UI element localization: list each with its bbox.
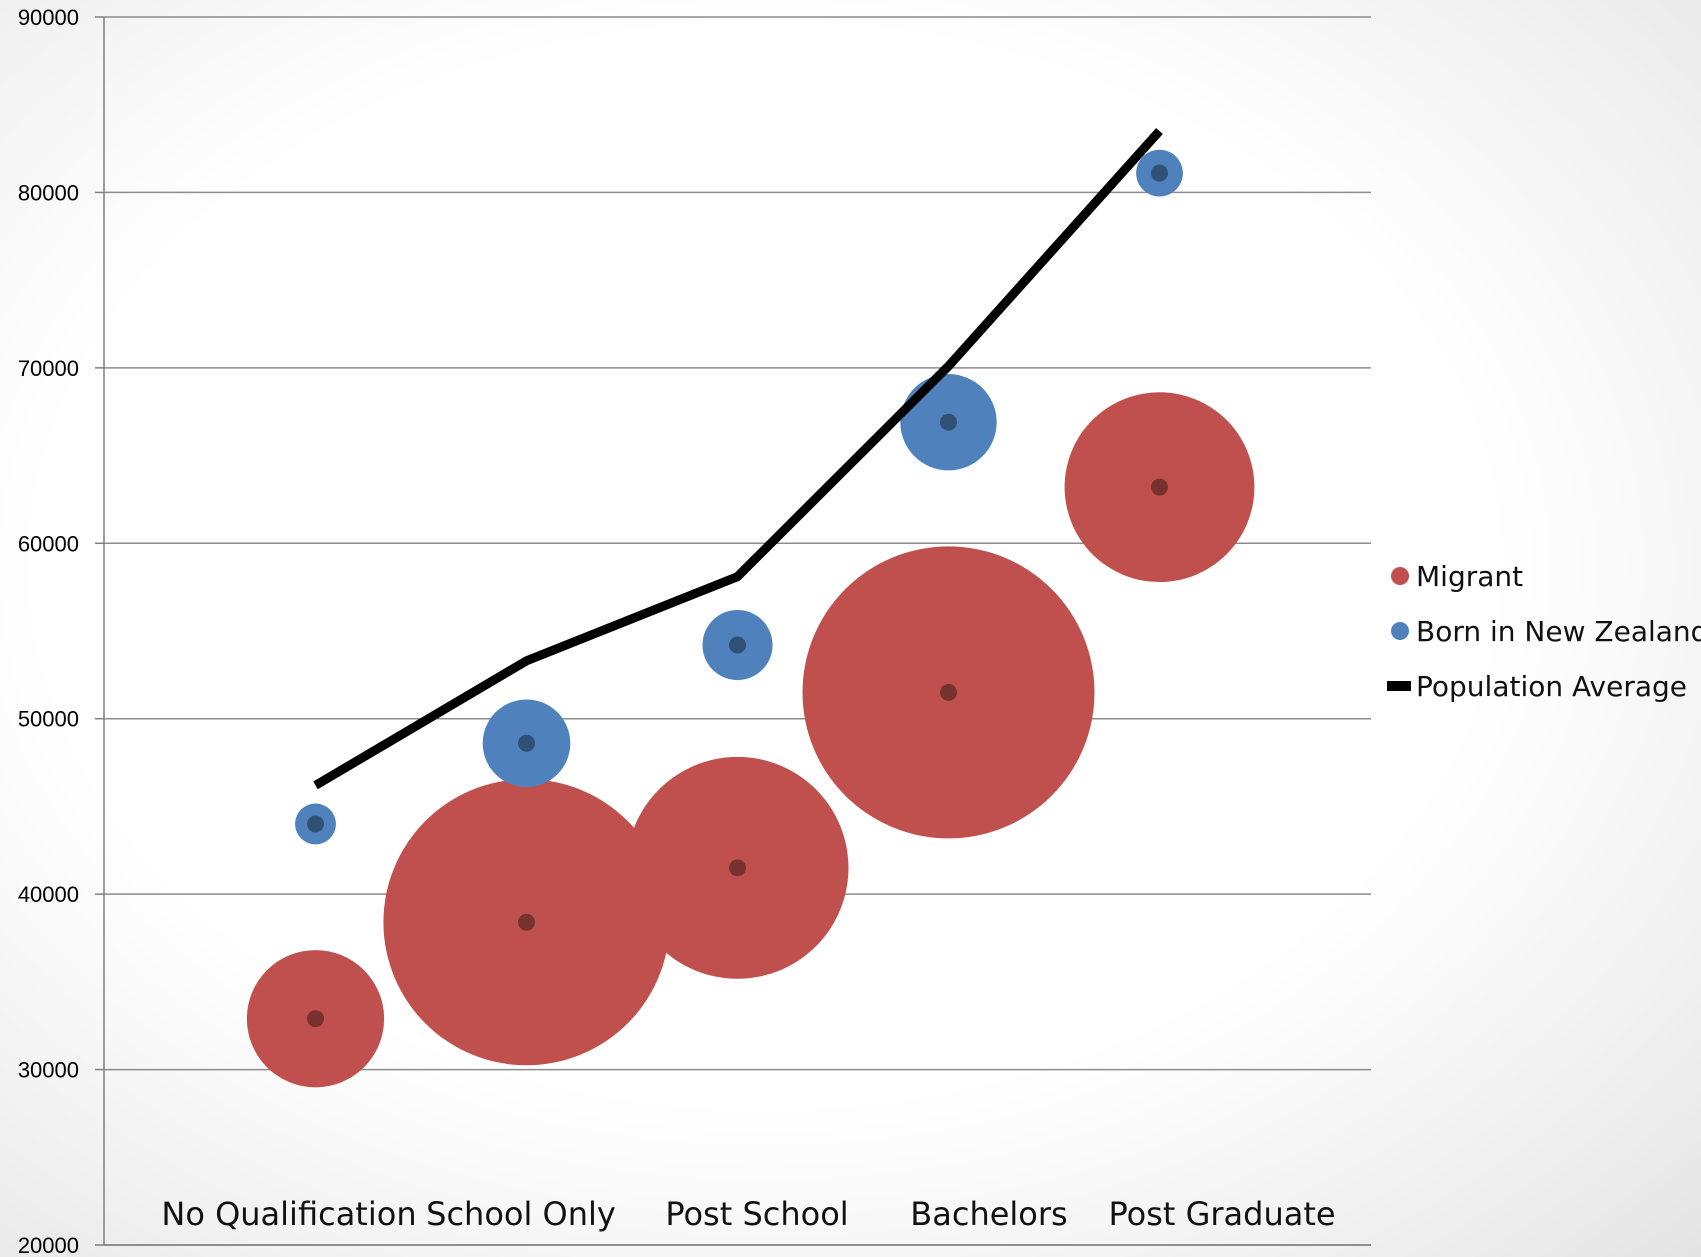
legend-label: Migrant bbox=[1416, 560, 1523, 593]
legend-marker bbox=[1387, 681, 1411, 691]
legend-label: Population Average bbox=[1416, 670, 1687, 703]
category-label: School Only bbox=[426, 1195, 616, 1233]
migrant-point bbox=[940, 683, 957, 701]
legend-marker bbox=[1391, 567, 1409, 585]
y-tick-label: 50000 bbox=[18, 707, 79, 732]
y-tick-label: 40000 bbox=[18, 882, 79, 907]
category-label: Post Graduate bbox=[1108, 1195, 1335, 1233]
y-tick-label: 70000 bbox=[18, 356, 79, 381]
y-tick-label: 90000 bbox=[18, 5, 79, 30]
y-tick-label: 60000 bbox=[18, 531, 79, 556]
legend: Migrant Born in New Zealand Population Ave… bbox=[1387, 560, 1701, 703]
legend-label: Born in New Zealand bbox=[1416, 615, 1701, 648]
category-label: No Qualification bbox=[161, 1195, 416, 1233]
category-label: Bachelors bbox=[910, 1195, 1067, 1233]
migrant-point bbox=[729, 859, 746, 877]
x-category-labels: No Qualification School Only Post School Ba… bbox=[161, 1195, 1335, 1233]
y-tick-label: 80000 bbox=[18, 180, 79, 205]
population-average-polyline bbox=[313, 128, 1163, 790]
y-tick-labels: 20000 30000 40000 50000 60000 70000 80000 90000 bbox=[18, 5, 79, 1257]
born-in-new-zealand-point bbox=[1151, 164, 1168, 182]
born-in-new-zealand-point bbox=[729, 636, 746, 654]
category-label: Post School bbox=[665, 1195, 848, 1233]
born-in-new-zealand-point bbox=[518, 734, 535, 752]
migrant-point bbox=[307, 1010, 324, 1028]
legend-marker bbox=[1391, 622, 1409, 640]
population-average-line bbox=[313, 128, 1163, 790]
y-tick-label: 20000 bbox=[18, 1233, 79, 1257]
born-in-new-zealand-point bbox=[307, 815, 324, 833]
bubbles bbox=[246, 149, 1255, 1088]
born-in-new-zealand-point bbox=[940, 413, 957, 431]
y-tick-label: 30000 bbox=[18, 1058, 79, 1083]
migrant-point bbox=[518, 913, 535, 931]
migrant-point bbox=[1151, 478, 1168, 496]
axes bbox=[103, 17, 1371, 1246]
